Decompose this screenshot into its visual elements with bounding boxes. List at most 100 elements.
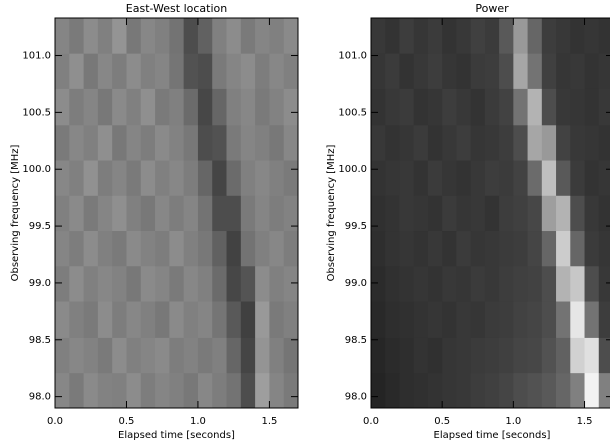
heat-cell bbox=[527, 124, 543, 161]
heat-cell bbox=[226, 160, 242, 196]
heat-cell bbox=[55, 160, 70, 196]
heat-cell bbox=[584, 18, 600, 54]
heat-cell bbox=[112, 372, 127, 408]
heat-cell bbox=[442, 301, 457, 338]
heat-cell bbox=[484, 88, 500, 126]
heat-cell bbox=[255, 301, 270, 338]
heat-cell bbox=[527, 301, 543, 338]
heat-cell bbox=[598, 18, 610, 54]
heat-cell bbox=[183, 195, 199, 232]
heat-cell bbox=[240, 195, 256, 232]
heat-cell bbox=[413, 124, 429, 161]
heat-cell bbox=[584, 88, 600, 126]
heat-cell bbox=[556, 124, 571, 161]
heat-cell bbox=[399, 195, 415, 232]
heat-cell bbox=[541, 265, 557, 302]
heat-cell bbox=[556, 53, 571, 89]
heat-cell bbox=[470, 301, 486, 338]
heat-cell bbox=[527, 160, 543, 196]
heat-cell bbox=[470, 372, 486, 408]
heat-cell bbox=[556, 230, 571, 267]
heat-cell bbox=[570, 53, 585, 89]
heat-cell bbox=[513, 53, 528, 89]
heat-cell bbox=[169, 88, 185, 126]
heat-cell bbox=[442, 124, 457, 161]
heat-cell bbox=[212, 124, 227, 161]
heat-cell bbox=[112, 124, 127, 161]
x-tick-label: 1.0 bbox=[505, 416, 521, 427]
heat-cell bbox=[197, 372, 213, 408]
heat-cell bbox=[197, 195, 213, 232]
heat-cell bbox=[269, 88, 285, 126]
heat-cell bbox=[470, 124, 486, 161]
heat-cell bbox=[499, 53, 514, 89]
chart-title: Power bbox=[475, 2, 509, 15]
heat-cell bbox=[197, 88, 213, 126]
heat-cell bbox=[112, 195, 127, 232]
heat-cell bbox=[399, 337, 415, 374]
chart-title: East-West location bbox=[126, 2, 227, 15]
heat-cell bbox=[371, 301, 386, 338]
heat-cell bbox=[527, 88, 543, 126]
heat-cell bbox=[413, 372, 429, 408]
heat-cell bbox=[541, 372, 557, 408]
heat-cell bbox=[112, 18, 127, 54]
heat-cell bbox=[456, 372, 472, 408]
y-tick-label: 98.5 bbox=[29, 335, 51, 346]
heat-cell bbox=[212, 265, 227, 302]
heat-cell bbox=[83, 195, 99, 232]
heat-cell bbox=[55, 337, 70, 374]
heat-cell bbox=[183, 337, 199, 374]
heat-cell bbox=[499, 160, 514, 196]
heat-cell bbox=[183, 372, 199, 408]
heat-cell bbox=[112, 265, 127, 302]
heat-cell bbox=[169, 124, 185, 161]
heat-cell bbox=[55, 372, 70, 408]
heat-cell bbox=[283, 160, 298, 196]
heat-cell bbox=[427, 160, 443, 196]
heat-cell bbox=[499, 195, 514, 232]
heat-cell bbox=[83, 18, 99, 54]
heat-cell bbox=[169, 195, 185, 232]
heat-cell bbox=[269, 265, 285, 302]
heat-cell bbox=[240, 124, 256, 161]
heat-cell bbox=[570, 195, 585, 232]
heat-cell bbox=[55, 18, 70, 54]
heat-cell bbox=[570, 230, 585, 267]
heat-cell bbox=[197, 301, 213, 338]
heat-cell bbox=[197, 230, 213, 267]
heat-cell bbox=[527, 18, 543, 54]
heat-cell bbox=[83, 337, 99, 374]
heat-cell bbox=[556, 372, 571, 408]
heat-cell bbox=[513, 124, 528, 161]
heat-cell bbox=[240, 18, 256, 54]
heat-cell bbox=[513, 301, 528, 338]
heat-cell bbox=[442, 195, 457, 232]
heat-cell bbox=[226, 88, 242, 126]
heat-cell bbox=[442, 372, 457, 408]
heat-cell bbox=[197, 265, 213, 302]
heat-cell bbox=[126, 124, 142, 161]
heat-cell bbox=[570, 301, 585, 338]
heat-cell bbox=[183, 160, 199, 196]
heat-cell bbox=[513, 337, 528, 374]
heat-cell bbox=[212, 160, 227, 196]
heat-cell bbox=[140, 53, 156, 89]
heat-cell bbox=[226, 301, 242, 338]
x-tick-label: 1.0 bbox=[190, 416, 206, 427]
heat-cell bbox=[169, 160, 185, 196]
heat-cell bbox=[55, 265, 70, 302]
heat-cell bbox=[140, 372, 156, 408]
x-tick-label: 0.0 bbox=[47, 416, 63, 427]
heat-cell bbox=[283, 337, 298, 374]
heat-cell bbox=[584, 372, 600, 408]
heat-cell bbox=[584, 195, 600, 232]
heat-cell bbox=[140, 160, 156, 196]
heat-cell bbox=[269, 337, 285, 374]
y-tick-label: 99.5 bbox=[29, 221, 51, 232]
heat-cell bbox=[427, 195, 443, 232]
heat-cell bbox=[598, 160, 610, 196]
heat-cell bbox=[97, 372, 113, 408]
heat-cell bbox=[240, 301, 256, 338]
heat-cell bbox=[413, 195, 429, 232]
